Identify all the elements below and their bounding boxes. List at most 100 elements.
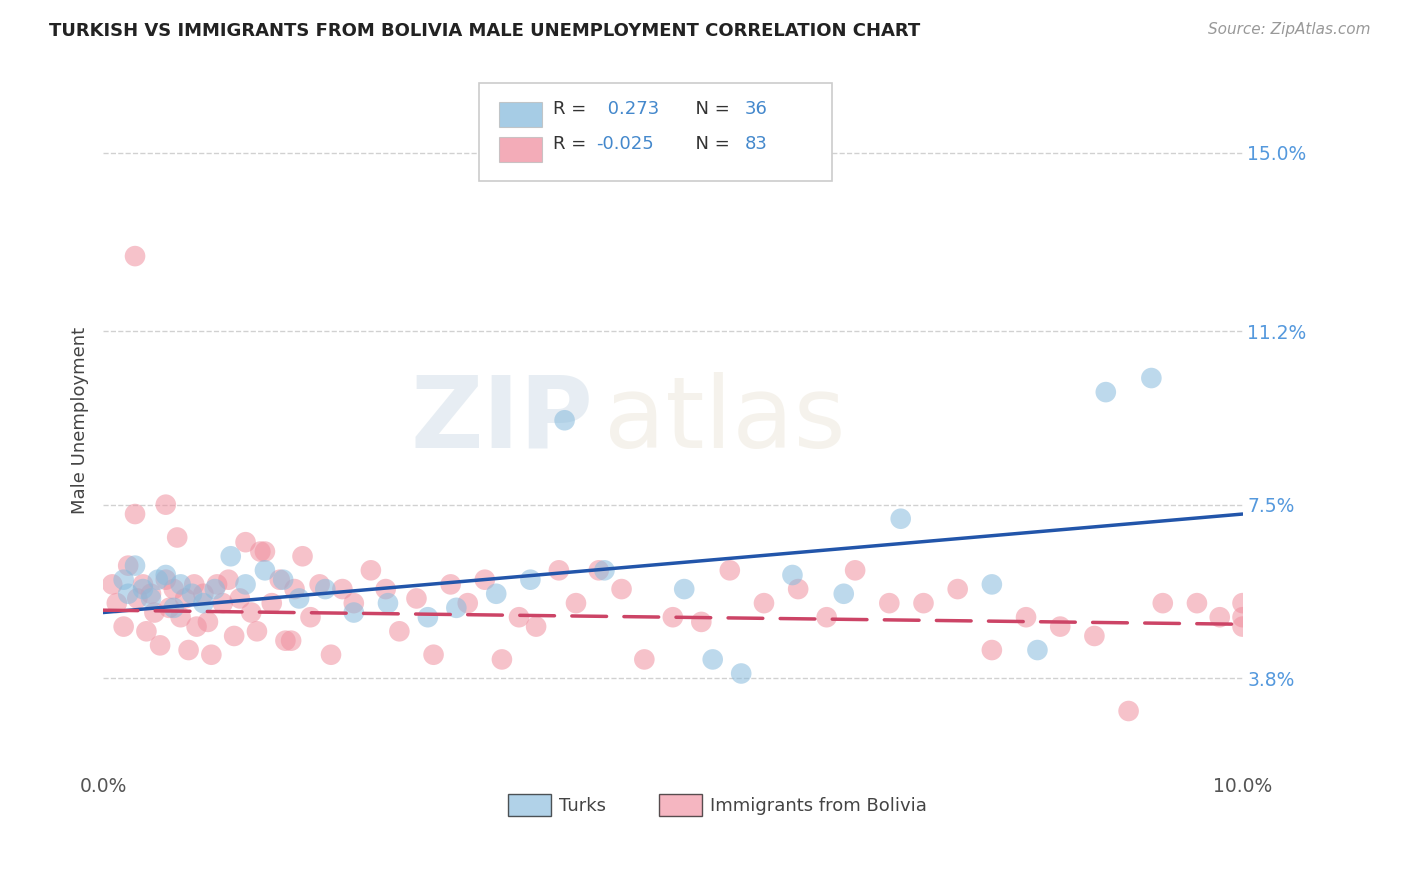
Point: [519, 573, 541, 587]
Point: [388, 624, 411, 639]
Point: [235, 535, 257, 549]
Point: [200, 648, 222, 662]
Point: [662, 610, 685, 624]
Point: [169, 577, 191, 591]
Point: [374, 582, 396, 596]
Point: [319, 648, 342, 662]
FancyBboxPatch shape: [659, 795, 703, 815]
Point: [163, 582, 186, 596]
Point: [155, 573, 177, 587]
Point: [143, 606, 166, 620]
Point: [101, 577, 124, 591]
Point: [217, 573, 239, 587]
Point: [1094, 385, 1116, 400]
Point: [105, 596, 128, 610]
Point: [205, 577, 228, 591]
Point: [193, 596, 215, 610]
Text: N =: N =: [685, 136, 735, 153]
Point: [565, 596, 588, 610]
Point: [166, 531, 188, 545]
Point: [224, 629, 246, 643]
Point: [1118, 704, 1140, 718]
Point: [673, 582, 696, 596]
Point: [485, 587, 508, 601]
Point: [405, 591, 427, 606]
Point: [246, 624, 269, 639]
Point: [174, 591, 197, 606]
Point: [288, 591, 311, 606]
Point: [524, 619, 547, 633]
Point: [1152, 596, 1174, 610]
Point: [163, 600, 186, 615]
Point: [211, 596, 233, 610]
Point: [890, 512, 912, 526]
Text: -0.025: -0.025: [596, 136, 654, 153]
Point: [112, 619, 135, 633]
Text: N =: N =: [685, 100, 735, 119]
Text: Source: ZipAtlas.com: Source: ZipAtlas.com: [1208, 22, 1371, 37]
Text: 83: 83: [745, 136, 768, 153]
Point: [782, 568, 804, 582]
Point: [124, 249, 146, 263]
Point: [1015, 610, 1038, 624]
Point: [181, 587, 204, 601]
Point: [610, 582, 633, 596]
Point: [1140, 371, 1163, 385]
Point: [844, 563, 866, 577]
Text: R =: R =: [553, 100, 592, 119]
Point: [343, 596, 366, 610]
Point: [787, 582, 810, 596]
Point: [815, 610, 838, 624]
Point: [253, 544, 276, 558]
Point: [879, 596, 901, 610]
Point: [139, 591, 162, 606]
Point: [377, 596, 399, 610]
Point: [440, 577, 463, 591]
Text: R =: R =: [553, 136, 592, 153]
Point: [314, 582, 336, 596]
Point: [1232, 596, 1254, 610]
Point: [548, 563, 571, 577]
Point: [169, 610, 191, 624]
FancyBboxPatch shape: [508, 795, 551, 815]
Text: Turks: Turks: [560, 797, 606, 814]
Point: [291, 549, 314, 564]
Point: [219, 549, 242, 564]
FancyBboxPatch shape: [479, 83, 832, 181]
Y-axis label: Male Unemployment: Male Unemployment: [72, 326, 89, 514]
Point: [112, 573, 135, 587]
Point: [702, 652, 724, 666]
Point: [155, 498, 177, 512]
Point: [554, 413, 576, 427]
Point: [416, 610, 439, 624]
Point: [299, 610, 322, 624]
Point: [690, 615, 713, 629]
Point: [135, 624, 157, 639]
Point: [718, 563, 741, 577]
Point: [253, 563, 276, 577]
Point: [308, 577, 330, 591]
Point: [124, 558, 146, 573]
Point: [157, 600, 180, 615]
Point: [1083, 629, 1105, 643]
FancyBboxPatch shape: [499, 102, 541, 127]
Point: [193, 587, 215, 601]
Point: [730, 666, 752, 681]
Point: [832, 587, 855, 601]
Text: atlas: atlas: [605, 372, 846, 469]
Point: [980, 577, 1002, 591]
Point: [197, 615, 219, 629]
Point: [593, 563, 616, 577]
Point: [183, 577, 205, 591]
Point: [124, 507, 146, 521]
Point: [491, 652, 513, 666]
Point: [155, 568, 177, 582]
Point: [633, 652, 655, 666]
Text: Immigrants from Bolivia: Immigrants from Bolivia: [710, 797, 928, 814]
Point: [260, 596, 283, 610]
Point: [1232, 619, 1254, 633]
Point: [117, 587, 139, 601]
Point: [280, 633, 302, 648]
Text: 0.273: 0.273: [602, 100, 659, 119]
Text: TURKISH VS IMMIGRANTS FROM BOLIVIA MALE UNEMPLOYMENT CORRELATION CHART: TURKISH VS IMMIGRANTS FROM BOLIVIA MALE …: [49, 22, 921, 40]
